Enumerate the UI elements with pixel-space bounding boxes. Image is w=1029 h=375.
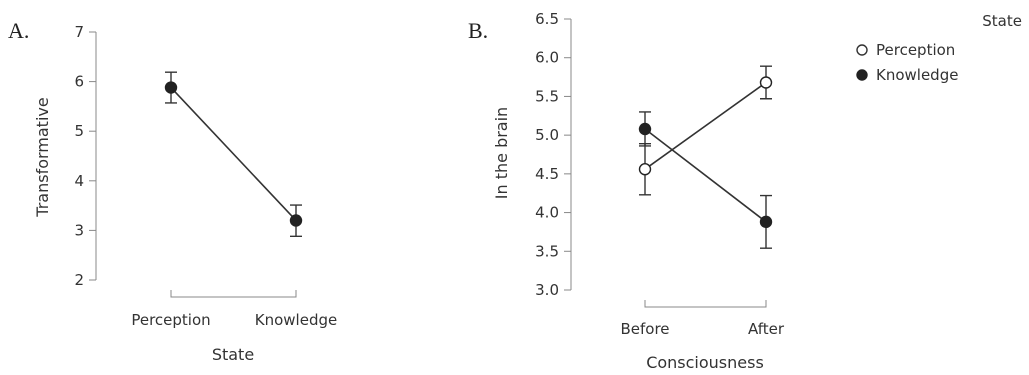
panel-a-y-tick-label: 7 — [74, 23, 84, 41]
legend-label-perception: Perception — [876, 41, 955, 59]
panel-b-y-tick-label: 4.0 — [535, 204, 559, 222]
panel-b-y-tick-label: 4.5 — [535, 165, 559, 183]
panel-a-x-tick-perception: Perception — [131, 311, 210, 329]
panel-a-y-tick-label: 6 — [74, 73, 84, 91]
panel-b: B. 3.0 3.5 4.0 4.5 5.0 5.5 6.0 6.5 Before After… — [468, 10, 1022, 372]
panel-a-y-tick-label: 3 — [74, 221, 84, 239]
panel-a-series-point — [291, 215, 302, 226]
panel-b-data — [639, 66, 772, 248]
legend-title: State — [982, 12, 1022, 30]
panel-a-x-axis-label: State — [212, 345, 254, 364]
panel-b-y-axis-label: In the brain — [492, 107, 511, 199]
legend: State Perception Knowledge — [857, 12, 1022, 84]
panel-b-y-tick-label: 6.5 — [535, 10, 559, 28]
panel-a-series-line — [171, 88, 296, 221]
panel-a-y-tick-label: 2 — [74, 271, 84, 289]
panel-a-series-point — [166, 82, 177, 93]
legend-marker-perception — [857, 45, 867, 55]
panel-a-y-axis-label: Transformative — [33, 97, 52, 217]
panel-b-x-axis-bracket — [645, 300, 766, 307]
panel-b-y-tick-label: 3.5 — [535, 242, 559, 260]
panel-b-y-tick-label: 5.5 — [535, 87, 559, 105]
panel-a-y-tick-label: 5 — [74, 122, 84, 140]
legend-label-knowledge: Knowledge — [876, 66, 958, 84]
legend-marker-knowledge — [857, 70, 867, 80]
panel-b-y-tick-label: 5.0 — [535, 126, 559, 144]
panel-a-x-axis-bracket — [171, 290, 296, 297]
panel-b-x-axis-label: Consciousness — [646, 353, 764, 372]
panel-a-x-tick-knowledge: Knowledge — [255, 311, 337, 329]
panel-b-x-tick-after: After — [748, 320, 785, 338]
panel-b-y-tick-label: 6.0 — [535, 49, 559, 67]
panel-a-y-ticks: 2 3 4 5 6 7 — [74, 23, 96, 289]
panel-a-data — [165, 72, 302, 236]
panel-b-perception-point — [640, 164, 651, 175]
panel-b-perception-point — [761, 77, 772, 88]
panel-b-x-tick-before: Before — [620, 320, 669, 338]
panel-b-knowledge-point — [640, 123, 651, 134]
panel-b-perception-line — [645, 82, 766, 169]
panel-a: A. 2 3 4 5 6 7 Perception Knowledge State Tra… — [8, 18, 337, 364]
panel-a-y-tick-label: 4 — [74, 172, 84, 190]
panel-b-letter: B. — [468, 18, 488, 43]
panel-b-y-ticks: 3.0 3.5 4.0 4.5 5.0 5.5 6.0 6.5 — [535, 10, 571, 299]
panel-b-knowledge-point — [761, 216, 772, 227]
panel-b-knowledge-line — [645, 129, 766, 222]
panel-b-y-tick-label: 3.0 — [535, 281, 559, 299]
panel-a-letter: A. — [8, 18, 29, 43]
